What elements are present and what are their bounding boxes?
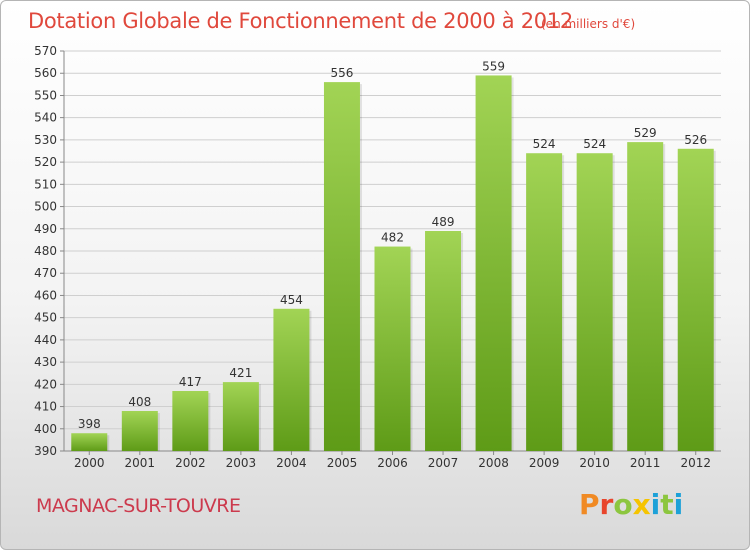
- bar: [323, 82, 360, 451]
- y-tick-label: 530: [34, 133, 57, 147]
- y-tick-label: 560: [34, 66, 57, 80]
- bar: [425, 231, 462, 451]
- x-tick-label: 2006: [377, 456, 408, 470]
- y-tick-label: 510: [34, 177, 57, 191]
- brand-logo-letter: P: [579, 488, 600, 521]
- data-label: 529: [634, 126, 657, 140]
- data-label: 417: [179, 375, 202, 389]
- brand-logo-letter: r: [599, 488, 614, 521]
- y-tick-label: 540: [34, 111, 57, 125]
- y-tick-label: 520: [34, 155, 57, 169]
- bar: [71, 433, 108, 451]
- bar: [374, 246, 411, 451]
- bar: [627, 142, 664, 451]
- bar: [121, 411, 158, 451]
- y-tick-label: 410: [34, 400, 57, 414]
- place-name: MAGNAC-SUR-TOUVRE: [36, 495, 241, 517]
- y-tick-label: 420: [34, 377, 57, 391]
- chart-title: Dotation Globale de Fonctionnement de 20…: [28, 9, 573, 33]
- y-tick-label: 480: [34, 244, 57, 258]
- data-label: 524: [533, 137, 556, 151]
- bar: [222, 382, 259, 451]
- y-tick-label: 450: [34, 311, 57, 325]
- bar: [526, 153, 563, 451]
- data-label: 526: [684, 133, 707, 147]
- bar: [172, 391, 209, 451]
- x-tick-label: 2001: [125, 456, 156, 470]
- x-tick-label: 2012: [680, 456, 711, 470]
- y-tick-label: 570: [34, 44, 57, 58]
- x-tick-label: 2000: [74, 456, 105, 470]
- y-tick-label: 550: [34, 88, 57, 102]
- y-tick-label: 400: [34, 422, 57, 436]
- bar: [475, 75, 512, 451]
- x-tick-label: 2008: [478, 456, 509, 470]
- bar: [273, 308, 310, 451]
- y-tick-label: 440: [34, 333, 57, 347]
- y-tick-label: 390: [34, 444, 57, 458]
- x-tick-label: 2002: [175, 456, 206, 470]
- x-tick-label: 2007: [428, 456, 459, 470]
- brand-logo-letter: x: [632, 488, 651, 521]
- bar: [677, 148, 714, 451]
- x-tick-label: 2011: [630, 456, 661, 470]
- data-label: 556: [331, 66, 354, 80]
- data-label: 408: [128, 395, 151, 409]
- data-label: 482: [381, 231, 404, 245]
- brand-logo-letter: i: [650, 488, 661, 521]
- data-label: 454: [280, 293, 303, 307]
- y-tick-label: 430: [34, 355, 57, 369]
- y-tick-label: 460: [34, 288, 57, 302]
- data-label: 489: [432, 215, 455, 229]
- data-label: 421: [229, 366, 252, 380]
- x-tick-label: 2005: [327, 456, 358, 470]
- y-tick-label: 490: [34, 222, 57, 236]
- y-tick-label: 500: [34, 200, 57, 214]
- chart-subtitle: (en milliers d'€): [541, 17, 636, 31]
- brand-logo-letter: o: [613, 488, 633, 521]
- data-label: 559: [482, 59, 505, 73]
- x-tick-label: 2009: [529, 456, 560, 470]
- brand-logo-letter: t: [660, 488, 674, 521]
- x-tick-label: 2004: [276, 456, 307, 470]
- brand-logo-letter: i: [673, 488, 684, 521]
- x-tick-label: 2003: [226, 456, 257, 470]
- data-label: 398: [78, 417, 101, 431]
- bar: [576, 153, 613, 451]
- data-label: 524: [583, 137, 606, 151]
- y-tick-label: 470: [34, 266, 57, 280]
- brand-logo[interactable]: Proxiti: [579, 488, 683, 521]
- x-tick-label: 2010: [579, 456, 610, 470]
